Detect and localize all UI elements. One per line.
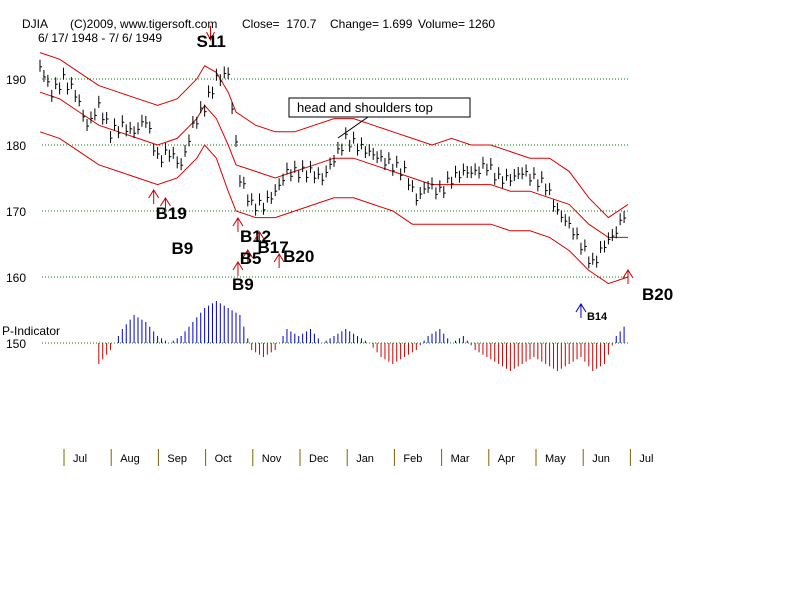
signal-label: B19 (156, 204, 187, 223)
price-bars (39, 59, 627, 269)
y-tick-label: 170 (6, 205, 26, 219)
signal-label: B14 (587, 311, 608, 323)
month-label: Jan (356, 453, 374, 465)
signal-label: B9 (232, 275, 254, 294)
month-label: Jun (592, 453, 610, 465)
month-label: May (545, 453, 566, 465)
header-copyright: (C)2009, www.tigersoft.com (70, 17, 218, 31)
lower-band-line (39, 131, 629, 285)
month-label: Jul (639, 453, 653, 465)
month-label: Dec (309, 453, 329, 465)
month-label: Feb (403, 453, 422, 465)
buy-arrow (575, 303, 587, 318)
buy-arrow (622, 269, 634, 284)
x-axis-months: Jul Aug Sep Oct Nov Dec Jan Feb Mar Apr May Jun Jul (63, 449, 653, 466)
upper-band-line (39, 52, 629, 219)
signal-label: B12 (240, 227, 271, 246)
header-volume: Volume= 1260 (418, 17, 496, 31)
month-label: Nov (262, 453, 282, 465)
indicator-label: P-Indicator (2, 324, 60, 338)
month-label: Aug (120, 453, 140, 465)
y-tick-label: 180 (6, 139, 26, 153)
signal-label: B9 (171, 239, 193, 258)
sell-arrow (206, 26, 215, 42)
signal-label: B20 (283, 247, 314, 266)
annotation-text: head and shoulders top (297, 100, 433, 115)
y-tick-label: 190 (6, 73, 26, 87)
signal-label: B17 (258, 238, 289, 257)
middle-band-line (39, 91, 628, 238)
buy-arrow (160, 197, 171, 212)
buy-arrow (148, 189, 160, 204)
buy-arrow (242, 249, 254, 264)
month-label: Apr (498, 453, 515, 465)
month-label: Oct (215, 453, 232, 465)
month-label: Jul (73, 453, 87, 465)
month-label: Sep (167, 453, 187, 465)
bollinger-bands (39, 52, 629, 285)
y-tick-label: 160 (6, 271, 26, 285)
buy-arrow (232, 217, 244, 232)
header-change: Change= 1.699 (330, 17, 413, 31)
buy-arrow (232, 261, 244, 276)
annotation-head-and-shoulders: head and shoulders top (288, 97, 471, 139)
buy-arrow (273, 253, 285, 268)
y-tick-label: 150 (6, 337, 26, 351)
header-ticker: DJIA (22, 17, 49, 31)
signal-label: S11 (197, 32, 226, 51)
header-date-range: 6/ 17/ 1948 - 7/ 6/ 1949 (38, 31, 163, 45)
y-axis-labels: 190 180 170 160 150 (6, 73, 26, 351)
signal-label: B5 (240, 249, 262, 268)
header-close: Close= 170.7 (242, 17, 317, 31)
buy-arrow (254, 231, 265, 246)
month-label: Mar (451, 453, 470, 465)
signal-label: B20 (642, 285, 673, 304)
p-indicator-histogram (98, 301, 625, 371)
